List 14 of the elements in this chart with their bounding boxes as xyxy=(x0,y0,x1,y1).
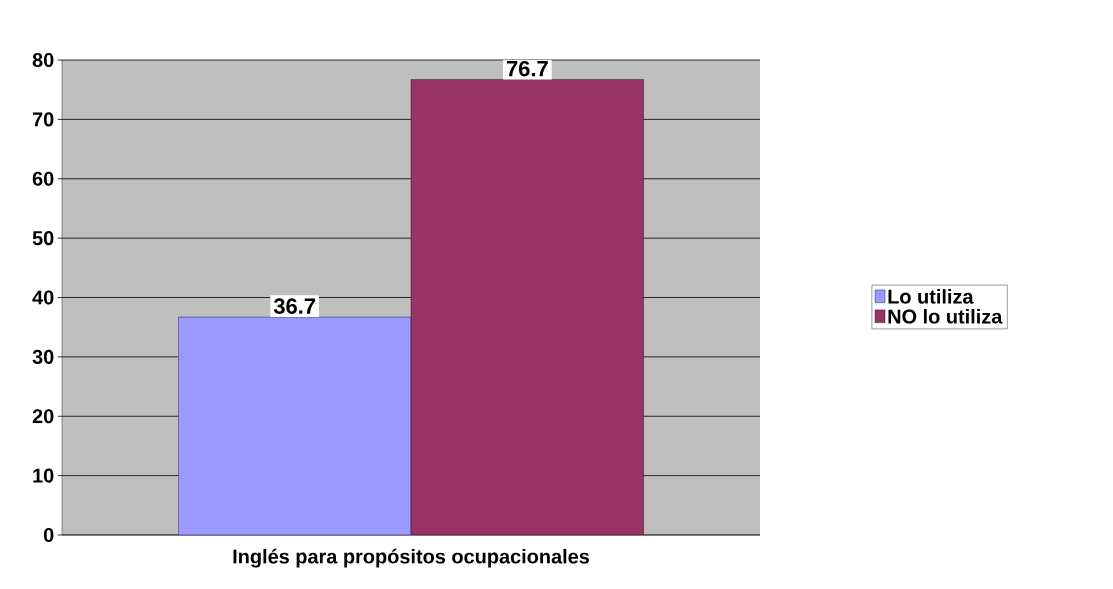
y-tick-label: 40 xyxy=(32,290,54,305)
y-tick-label: 10 xyxy=(33,468,54,483)
y-tick-label: 20 xyxy=(32,409,54,424)
x-tick-label: Inglés para propósitos ocupacionales xyxy=(233,548,590,568)
y-tick-label: 30 xyxy=(32,349,54,364)
y-tick-label: 50 xyxy=(32,231,54,246)
y-tick-label: 70 xyxy=(32,112,54,127)
data-label: 76.7 xyxy=(506,60,548,77)
y-tick-label: 0 xyxy=(43,527,54,543)
y-tick-label: 80 xyxy=(32,52,54,68)
data-label: 36.7 xyxy=(273,298,316,314)
y-tick-label: 60 xyxy=(32,171,54,186)
legend-label: Lo utiliza xyxy=(888,289,974,304)
legend-label: NO lo utiliza xyxy=(888,309,1003,324)
